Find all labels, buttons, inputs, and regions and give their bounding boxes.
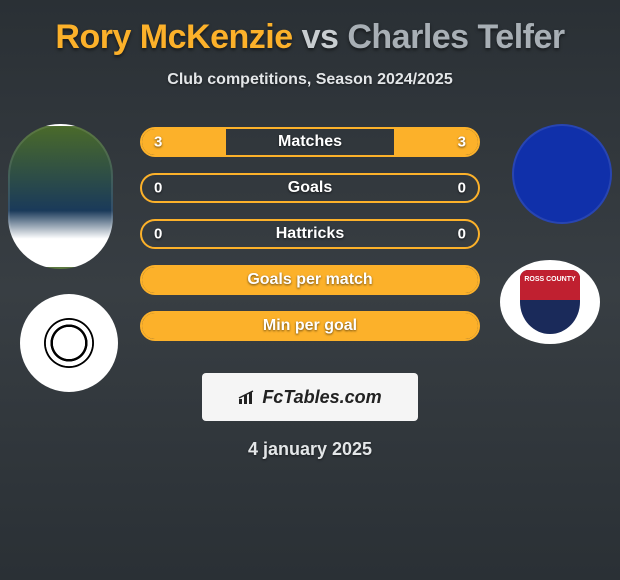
title-vs: vs — [302, 18, 339, 56]
stat-row-goals-per-match: Goals per match — [140, 265, 480, 295]
stat-label: Hattricks — [276, 225, 344, 243]
bar-chart-icon — [238, 390, 258, 404]
stat-value-right: 0 — [458, 180, 466, 197]
stat-label: Matches — [278, 133, 342, 151]
stat-value-right: 0 — [458, 226, 466, 243]
stat-label: Goals per match — [247, 271, 372, 289]
stat-row-matches: 3 Matches 3 — [140, 127, 480, 157]
stat-label: Min per goal — [263, 317, 357, 335]
comparison-card: Rory McKenzie vs Charles Telfer Club com… — [0, 0, 620, 580]
brand-text: FcTables.com — [262, 387, 381, 408]
page-title: Rory McKenzie vs Charles Telfer — [0, 18, 620, 57]
brand-badge: FcTables.com — [202, 373, 418, 421]
subtitle: Club competitions, Season 2024/2025 — [0, 71, 620, 89]
stat-value-right: 3 — [458, 134, 466, 151]
stat-row-min-per-goal: Min per goal — [140, 311, 480, 341]
stat-value-left: 3 — [154, 134, 162, 151]
title-player2: Charles Telfer — [347, 18, 564, 56]
stat-row-goals: 0 Goals 0 — [140, 173, 480, 203]
date-label: 4 january 2025 — [0, 439, 620, 460]
stat-label: Goals — [288, 179, 332, 197]
stat-row-hattricks: 0 Hattricks 0 — [140, 219, 480, 249]
title-player1: Rory McKenzie — [55, 18, 292, 56]
stats-list: 3 Matches 3 0 Goals 0 0 Hattricks 0 Goal… — [0, 127, 620, 341]
stat-value-left: 0 — [154, 180, 162, 197]
stat-value-left: 0 — [154, 226, 162, 243]
